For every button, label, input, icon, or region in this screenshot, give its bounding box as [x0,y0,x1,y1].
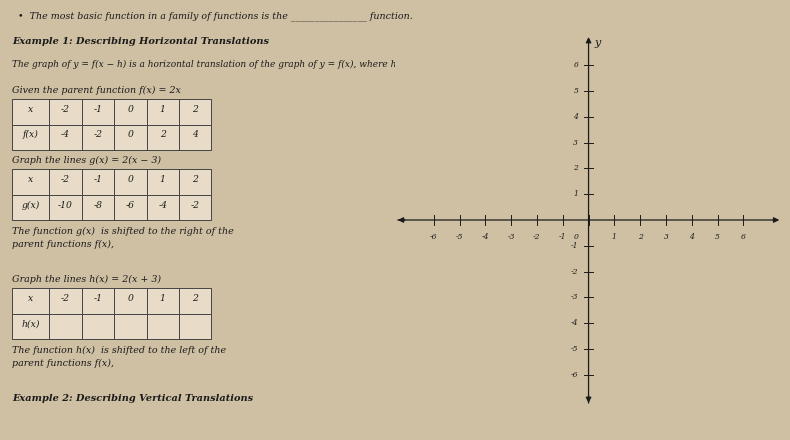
Text: •  The most basic function in a family of functions is the ________________ func: • The most basic function in a family of… [12,11,412,21]
Text: x: x [28,105,33,114]
Text: -8: -8 [93,201,103,209]
Text: x: x [28,175,33,184]
Text: 3: 3 [574,139,578,147]
Text: -10: -10 [58,201,73,209]
Text: 0: 0 [127,175,134,184]
Text: -2: -2 [533,233,540,241]
Text: -4: -4 [482,233,489,241]
Text: 0: 0 [127,105,134,114]
Text: -2: -2 [190,201,200,209]
Text: 6: 6 [574,61,578,69]
Text: 2: 2 [192,175,198,184]
Text: -2: -2 [570,268,578,275]
Text: h(x): h(x) [21,319,40,328]
Text: 1: 1 [160,294,166,303]
Text: -2: -2 [61,105,70,114]
Text: -6: -6 [126,201,135,209]
Text: -1: -1 [93,105,103,114]
Text: 1: 1 [160,105,166,114]
Text: The graph of y = f(x − h) is a horizontal translation of the graph of y = f(x), : The graph of y = f(x − h) is a horizonta… [12,59,418,69]
Text: 0: 0 [574,233,578,241]
Text: g(x): g(x) [21,201,40,209]
Text: 0: 0 [127,294,134,303]
Text: Graph the lines g(x) = 2(x − 3): Graph the lines g(x) = 2(x − 3) [12,156,161,165]
Text: y: y [594,38,600,48]
Text: -1: -1 [559,233,566,241]
Text: 1: 1 [612,233,617,241]
Text: -5: -5 [456,233,463,241]
Text: -3: -3 [507,233,515,241]
Text: f(x): f(x) [23,130,39,139]
Text: -6: -6 [570,371,578,379]
Text: -1: -1 [93,294,103,303]
Text: x: x [28,294,33,303]
Text: -5: -5 [570,345,578,353]
FancyBboxPatch shape [12,99,212,150]
Text: -1: -1 [93,175,103,184]
Text: -4: -4 [61,130,70,139]
Text: -4: -4 [570,319,578,327]
Text: Example 2: Describing Vertical Translations: Example 2: Describing Vertical Translati… [12,394,253,403]
Text: 4: 4 [192,130,198,139]
FancyBboxPatch shape [12,169,212,220]
FancyBboxPatch shape [12,288,212,339]
Text: -3: -3 [570,293,578,301]
Text: -4: -4 [158,201,167,209]
Text: -2: -2 [61,175,70,184]
Text: -6: -6 [430,233,438,241]
Text: 6: 6 [741,233,746,241]
Text: 2: 2 [638,233,642,241]
Text: 2: 2 [192,294,198,303]
Text: 3: 3 [664,233,668,241]
Text: The function h(x)  is shifted to the left of the
parent functions f(x),: The function h(x) is shifted to the left… [12,345,226,368]
Text: 2: 2 [192,105,198,114]
Text: 4: 4 [574,113,578,121]
Text: Example 1: Describing Horizontal Translations: Example 1: Describing Horizontal Transla… [12,37,269,46]
Text: 0: 0 [127,130,134,139]
Text: Graph the lines h(x) = 2(x + 3): Graph the lines h(x) = 2(x + 3) [12,275,161,284]
Text: 5: 5 [715,233,720,241]
Text: 2: 2 [160,130,166,139]
Text: -2: -2 [61,294,70,303]
Text: -1: -1 [570,242,578,250]
Text: 5: 5 [574,87,578,95]
Text: 1: 1 [574,190,578,198]
Text: 1: 1 [160,175,166,184]
Text: -2: -2 [93,130,103,139]
Text: The function g(x)  is shifted to the right of the
parent functions f(x),: The function g(x) is shifted to the righ… [12,227,234,249]
Text: 2: 2 [574,165,578,172]
Text: Given the parent function f(x) = 2x: Given the parent function f(x) = 2x [12,86,181,95]
Text: 4: 4 [690,233,694,241]
